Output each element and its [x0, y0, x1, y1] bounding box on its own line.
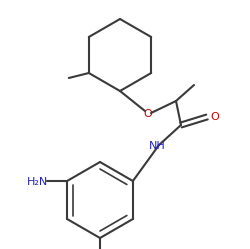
Text: NH: NH: [148, 141, 166, 151]
Text: H₂N: H₂N: [26, 177, 48, 187]
Text: O: O: [144, 109, 152, 119]
Text: O: O: [210, 112, 220, 122]
